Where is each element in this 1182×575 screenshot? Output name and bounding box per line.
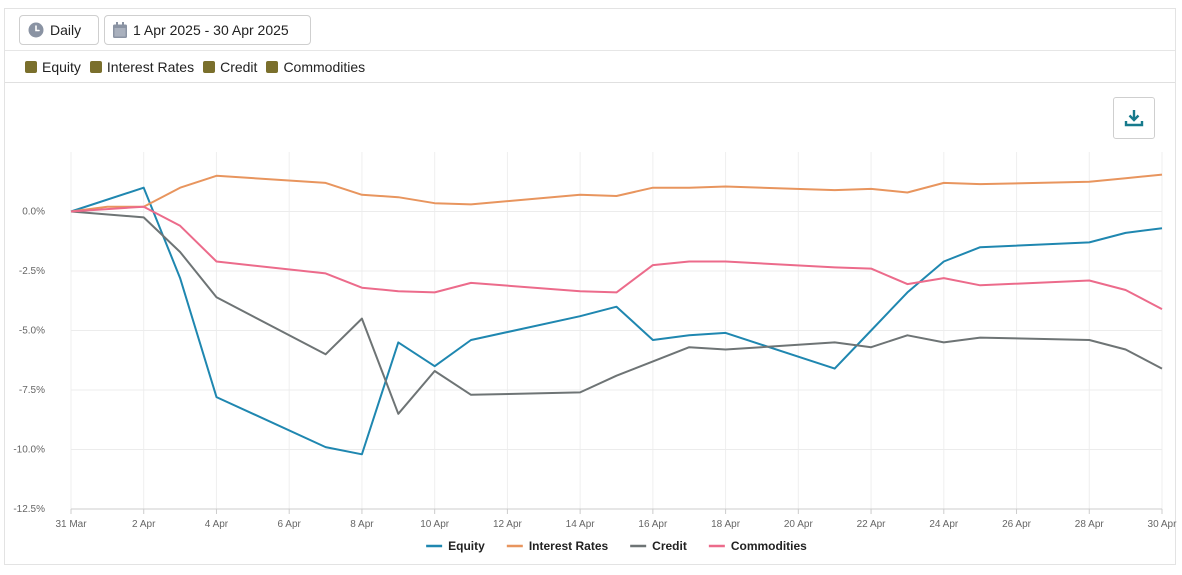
calendar-icon (113, 22, 127, 38)
series-line-commodities (70, 205, 1163, 310)
download-icon (1124, 110, 1144, 127)
filter-equity[interactable]: Equity (25, 59, 81, 75)
y-tick-label: -7.5% (19, 385, 45, 396)
chart-panel: Daily 1 Apr 2025 - 30 Apr 2025 Equity In… (4, 8, 1176, 565)
x-tick-label: 6 Apr (278, 519, 302, 530)
date-range-label: 1 Apr 2025 - 30 Apr 2025 (133, 22, 289, 38)
legend-label-equity: Equity (448, 539, 485, 553)
x-tick-label: 31 Mar (55, 519, 87, 530)
x-tick-label: 10 Apr (420, 519, 450, 530)
x-tick-label: 20 Apr (784, 519, 814, 530)
x-tick-label: 18 Apr (711, 519, 741, 530)
y-tick-label: -12.5% (13, 504, 45, 515)
filter-label: Commodities (283, 58, 366, 75)
series-line-equity (70, 186, 1163, 456)
filter-label: Equity (42, 58, 81, 75)
x-tick-label: 8 Apr (350, 519, 374, 530)
frequency-button[interactable]: Daily (19, 15, 99, 45)
legend-label-interest-rates: Interest Rates (529, 539, 609, 553)
series-line-interest-rates (70, 173, 1163, 213)
x-tick-label: 26 Apr (1002, 519, 1032, 530)
x-tick-label: 28 Apr (1075, 519, 1105, 530)
y-tick-label: -2.5% (19, 266, 45, 277)
filter-interest-rates[interactable]: Interest Rates (89, 58, 195, 75)
x-tick-label: 12 Apr (493, 519, 523, 530)
series-filter-bar: Equity Interest Rates Credit Commodities (5, 51, 1175, 83)
filter-checkbox[interactable] (89, 60, 102, 73)
x-tick-label: 22 Apr (857, 519, 887, 530)
filter-checkbox[interactable] (203, 60, 216, 73)
series-line-credit (70, 210, 1163, 415)
filter-checkbox[interactable] (25, 60, 37, 73)
legend-label-credit: Credit (652, 539, 687, 553)
date-range-button[interactable]: 1 Apr 2025 - 30 Apr 2025 (104, 15, 311, 45)
x-tick-label: 24 Apr (929, 519, 959, 530)
frequency-label: Daily (50, 22, 82, 38)
clock-icon (28, 22, 44, 38)
x-tick-label: 16 Apr (638, 519, 668, 530)
download-button[interactable] (1113, 97, 1155, 139)
chart-toolbar: Daily 1 Apr 2025 - 30 Apr 2025 (5, 9, 1175, 51)
x-tick-label: 4 Apr (205, 519, 229, 530)
filter-credit[interactable]: Credit (203, 59, 257, 75)
x-tick-label: 2 Apr (132, 519, 156, 530)
y-tick-label: -10.0% (13, 445, 45, 456)
filter-label: Credit (220, 58, 258, 75)
filter-commodities[interactable]: Commodities (266, 59, 365, 75)
y-tick-label: 0.0% (22, 207, 45, 218)
x-tick-label: 14 Apr (566, 519, 596, 530)
x-tick-label: 30 Apr (1148, 519, 1178, 530)
filter-checkbox[interactable] (266, 60, 279, 73)
filter-label: Interest Rates (106, 58, 195, 75)
y-tick-label: -5.0% (19, 326, 45, 337)
legend-label-commodities: Commodities (731, 539, 807, 553)
